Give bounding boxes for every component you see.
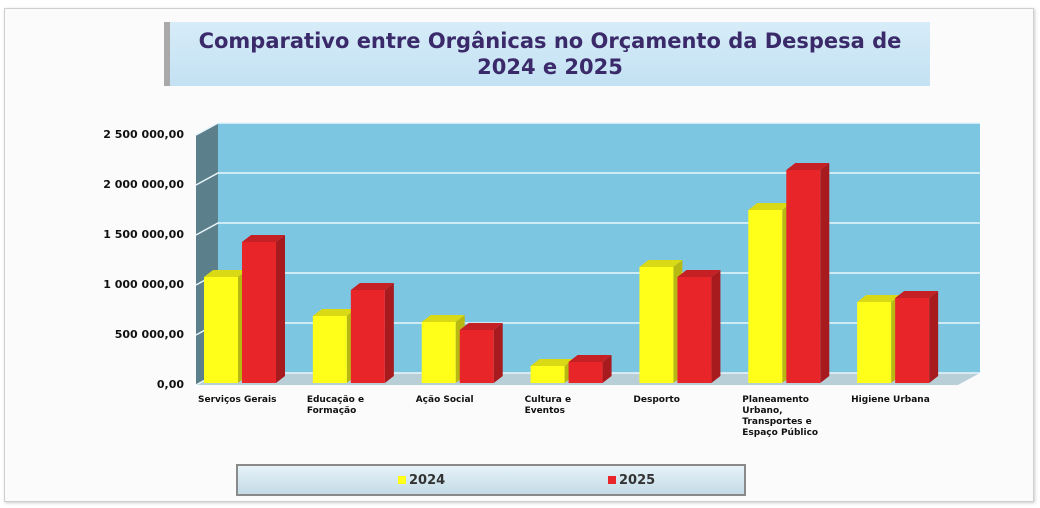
- chart-title: Comparativo entre Orgânicas no Orçamento…: [164, 22, 930, 86]
- x-tick-label: Higiene Urbana: [851, 395, 930, 405]
- bar-top: [421, 315, 465, 322]
- bar-front: [568, 362, 603, 383]
- y-tick-label: 1 500 000,00: [103, 228, 184, 241]
- bar-top: [530, 359, 574, 366]
- legend: 2024 2025: [236, 464, 746, 496]
- y-tick-label: 1 000 000,00: [103, 278, 184, 291]
- x-tick-label: Desporto: [633, 395, 680, 405]
- bar: [857, 295, 901, 383]
- bar-front: [748, 210, 783, 383]
- x-tick-label: Cultura e Eventos: [524, 395, 572, 416]
- bar-side: [602, 355, 612, 383]
- bar-side: [493, 323, 503, 383]
- bar-top: [857, 295, 901, 302]
- bar-side: [276, 235, 285, 383]
- bar: [242, 235, 285, 383]
- bar-front: [312, 316, 347, 383]
- bar: [786, 163, 830, 383]
- bar-top: [350, 283, 394, 290]
- grid-line: [195, 222, 980, 236]
- bar-top: [677, 270, 721, 277]
- bar-top: [786, 163, 830, 170]
- bar-top: [748, 203, 792, 210]
- bar-front: [857, 302, 892, 383]
- bar-front: [639, 267, 674, 383]
- y-tick-label: 2 000 000,00: [103, 178, 184, 191]
- bar-front: [677, 277, 712, 383]
- bar-top: [895, 291, 939, 298]
- bar-front: [459, 330, 494, 383]
- bar: [748, 203, 792, 383]
- legend-label: 2024: [409, 473, 446, 488]
- bar-top: [312, 309, 356, 316]
- bar-side: [711, 270, 721, 383]
- bar-front: [204, 277, 238, 383]
- bar-top: [459, 323, 503, 330]
- y-tick-label: 0,00: [157, 378, 184, 391]
- y-tick-label: 2 500 000,00: [103, 128, 184, 141]
- bar: [530, 359, 574, 383]
- legend-swatch: [398, 476, 406, 484]
- bar: [895, 291, 939, 383]
- bar-top: [568, 355, 612, 362]
- bar: [350, 283, 394, 383]
- bar: [204, 270, 247, 383]
- x-tick-label: Planeamento Urbano, Transportes e Espaço…: [742, 395, 819, 438]
- bar-top: [242, 235, 285, 242]
- x-tick-label: Ação Social: [415, 395, 474, 405]
- legend-label: 2025: [619, 473, 656, 488]
- bar: [312, 309, 356, 383]
- legend-item: 2025: [608, 473, 655, 488]
- bar-side: [929, 291, 939, 383]
- bar-front: [242, 242, 276, 383]
- bar: [459, 323, 503, 383]
- bar: [639, 260, 683, 383]
- bar-side: [820, 163, 830, 383]
- bar-front: [895, 298, 930, 383]
- grid-line: [195, 172, 980, 186]
- bar-front: [350, 290, 385, 383]
- bar: [677, 270, 721, 383]
- bar: [568, 355, 612, 383]
- bar-top: [639, 260, 683, 267]
- bar-front: [786, 170, 821, 383]
- x-tick-label: Educação e Formação: [306, 395, 365, 416]
- bar: [421, 315, 465, 383]
- bar-top: [204, 270, 247, 277]
- bar-front: [421, 322, 456, 383]
- bar-side: [384, 283, 394, 383]
- grid-line: [195, 122, 980, 136]
- legend-item: 2024: [398, 473, 445, 488]
- x-tick-label: Serviços Gerais: [198, 395, 277, 405]
- y-tick-label: 500 000,00: [115, 328, 185, 341]
- legend-swatch: [608, 476, 616, 484]
- bar-front: [530, 366, 565, 383]
